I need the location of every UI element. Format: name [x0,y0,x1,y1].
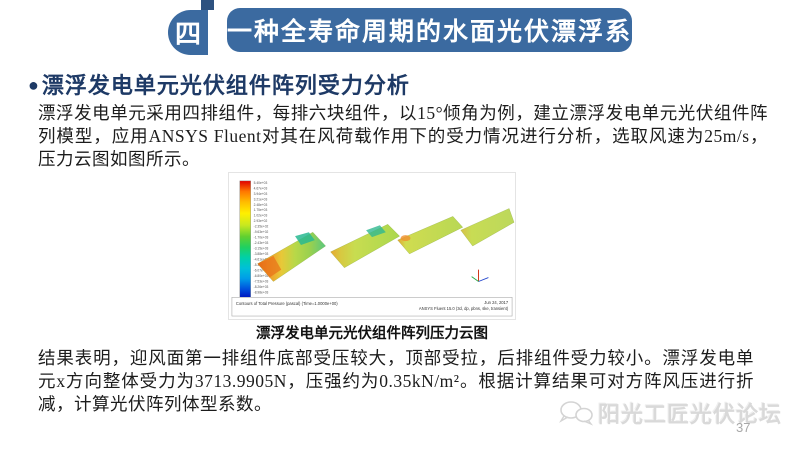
figure-footer-solver: ANSYS Fluent 15.0 (3d, dp, pbns, ske, tr… [419,306,509,311]
suction-patch-row2 [366,225,386,238]
svg-text:-9.63e+02: -9.63e+02 [254,230,269,234]
svg-text:-6.07e+03: -6.07e+03 [254,268,269,272]
cfd-plot-canvas: 5.40e+034.67e+03 3.94e+033.21e+03 2.48e+03… [231,180,515,317]
svg-text:-7.53e+03: -7.53e+03 [254,279,269,283]
svg-text:-3.15e+03: -3.15e+03 [254,247,269,251]
section-heading: ●漂浮发电单元光伏组件阵列受力分析 [28,68,768,100]
forum-watermark: 阳光工匠光伏论坛 [558,396,782,430]
colorbar [239,180,251,298]
pv-panel-row-3 [397,216,463,255]
section-heading-text: 漂浮发电单元光伏组件阵列受力分析 [41,73,410,98]
pressure-patch-row1 [259,255,282,278]
chat-bubbles-logo-icon [559,401,594,426]
pv-panel-row-1 [257,232,326,282]
paragraph-results: 结果表明，迎风面第一排组件底部受压较大，顶部受拉，后排组件受力较小。漂浮发电单元… [38,348,754,414]
figure-caption: 漂浮发电单元光伏组件阵列压力云图 [256,326,488,342]
cfd-pressure-contour-figure: 5.40e+03 4.67e+03 3.94e+03 3.21e+03 2.48e+03… [228,172,516,320]
figure-footer-date: Jun 24, 2017 [484,300,509,305]
svg-text:-6.80e+03: -6.80e+03 [254,274,269,278]
svg-text:-2.35e+02: -2.35e+02 [254,225,269,229]
figure-legend-labels: 5.40e+034.67e+03 3.94e+033.21e+03 2.48e+03… [254,181,269,295]
svg-text:2.48e+03: 2.48e+03 [254,203,268,207]
suction-patch-row1 [295,232,315,246]
figure-footer-left: Contours of Total Pressure (pascal) (Tim… [236,301,338,306]
svg-text:-8.26e+03: -8.26e+03 [254,285,269,289]
slide-title: 一种全寿命周期的水面光伏漂浮系 [227,19,633,46]
svg-text:2.93e+02: 2.93e+02 [254,219,268,223]
svg-text:-2.43e+03: -2.43e+03 [254,241,269,245]
pressure-patch-row3 [400,235,411,242]
slide-title-banner: 一种全寿命周期的水面光伏漂浮系 [227,8,632,52]
svg-text:-4.61e+03: -4.61e+03 [254,258,269,262]
axis-triad-icon [471,269,489,282]
svg-text:3.94e+03: 3.94e+03 [254,192,268,196]
section-number: 四 [174,20,201,49]
forum-watermark-text: 阳光工匠光伏论坛 [598,402,783,427]
section-number-badge: 四 [168,10,208,55]
top-edge-decoration [201,0,214,10]
page-number: 37 [736,420,751,435]
svg-text:-8.98e+03: -8.98e+03 [254,290,269,294]
bullet-icon: ● [28,75,40,95]
svg-text:1.75e+03: 1.75e+03 [254,208,268,212]
svg-text:-3.88e+03: -3.88e+03 [254,252,269,256]
svg-text:-1.70e+03: -1.70e+03 [254,236,269,240]
pv-panel-row-2 [330,224,400,268]
svg-text:4.67e+03: 4.67e+03 [254,186,268,190]
svg-text:3.21e+03: 3.21e+03 [254,197,268,201]
svg-text:5.40e+03: 5.40e+03 [254,181,268,185]
pv-panel-row-4 [460,208,515,247]
figure-footer: Contours of Total Pressure (pascal) (Tim… [231,297,513,317]
paragraph-analysis-setup: 漂浮发电单元采用四排组件，每排六块组件，以15°倾角为例，建立漂浮发电单元光伏组… [38,103,768,169]
svg-text:1.02e+03: 1.02e+03 [254,214,268,218]
